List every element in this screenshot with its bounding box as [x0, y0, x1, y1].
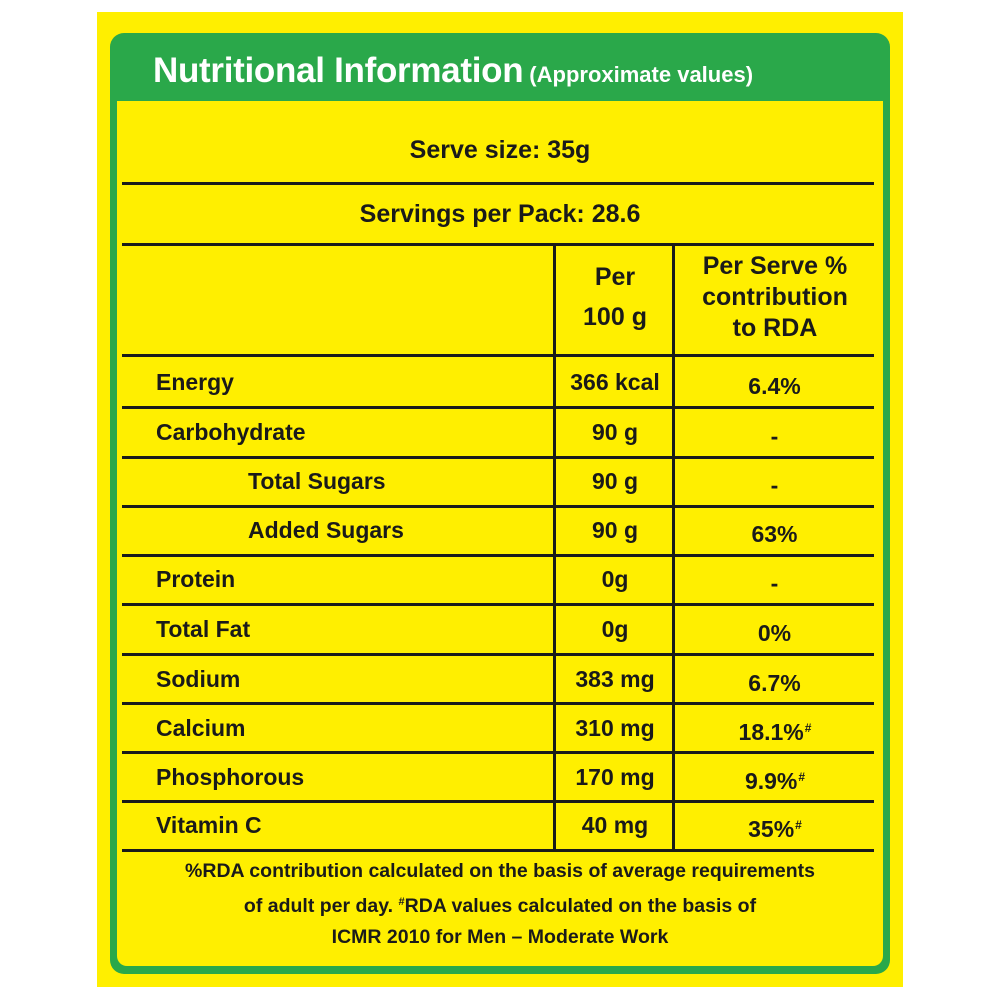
column-header-rda-line1: Per Serve %: [702, 252, 848, 280]
nutrient-rda: 6.4%: [676, 357, 874, 407]
divider-line: [122, 456, 874, 459]
nutrient-rda: 18.1%#: [676, 703, 874, 753]
column-divider: [553, 245, 556, 850]
nutrient-name: Added Sugars: [248, 517, 404, 543]
nutrient-name: Energy: [156, 369, 234, 395]
divider-line: [122, 505, 874, 508]
nutrient-per-100g: 90 g: [591, 419, 639, 445]
title-text: Nutritional Information: [153, 51, 524, 90]
column-header-rda-line2: contribution: [702, 283, 848, 311]
nutrient-name: Total Fat: [156, 616, 251, 642]
nutrient-name: Sodium: [156, 666, 241, 692]
column-header-per-100g-line2: 100 g: [583, 303, 647, 331]
divider-line: [122, 653, 874, 656]
divider-line: [122, 849, 874, 852]
nutrient-name: Protein: [156, 566, 236, 592]
nutrient-rda: 35%#: [676, 800, 874, 850]
rda-mark: #: [795, 818, 802, 832]
nutrient-per-100g: 310 mg: [575, 715, 655, 741]
footnote-mark: #: [398, 896, 405, 908]
rda-value: -: [770, 570, 779, 596]
nutrient-name: Carbohydrate: [156, 419, 306, 445]
nutrient-rda: 63%: [676, 505, 874, 555]
nutrient-name: Vitamin C: [156, 812, 262, 838]
footnote-line: ICMR 2010 for Men – Moderate Work: [331, 926, 669, 948]
nutrient-name: Calcium: [156, 715, 246, 741]
rda-value: 6.4%: [748, 373, 801, 399]
nutrient-name: Phosphorous: [156, 764, 305, 790]
column-header-per-100g: Per 100 g: [557, 257, 673, 337]
column-divider: [672, 245, 675, 850]
divider-line: [122, 182, 874, 185]
nutrient-name: Total Sugars: [248, 468, 386, 494]
footnote-line: of adult per day. #RDA values calculated…: [117, 887, 883, 922]
nutrient-per-100g: 0g: [601, 566, 629, 592]
column-header-per-100g-line1: Per: [594, 263, 636, 291]
nutrient-per-100g: 0g: [601, 616, 629, 642]
rda-value: 0%: [757, 620, 792, 646]
footnote-text: of adult per day.: [243, 895, 394, 917]
rda-value: -: [770, 423, 779, 449]
rda-value: 35%: [748, 816, 795, 842]
label-title: Nutritional Information (Approximate valu…: [153, 44, 753, 98]
column-header-rda: Per Serve % contribution to RDA: [676, 251, 874, 344]
nutrient-rda: -: [676, 554, 874, 604]
nutrient-per-100g: 170 mg: [575, 764, 655, 790]
footnote: %RDA contribution calculated on the basi…: [117, 856, 883, 953]
rda-mark: #: [804, 721, 812, 735]
divider-line: [122, 751, 874, 754]
nutrient-rda: 6.7%: [676, 654, 874, 704]
rda-mark: #: [798, 770, 806, 784]
title-note: (Approximate values): [529, 62, 754, 87]
rda-value: 63%: [751, 521, 798, 547]
divider-line: [122, 243, 874, 246]
footnote-line: %RDA contribution calculated on the basi…: [185, 860, 815, 882]
nutrient-rda: 9.9%#: [676, 752, 874, 802]
rda-value: -: [770, 472, 779, 498]
divider-line: [122, 800, 874, 803]
nutrient-per-100g: 90 g: [591, 468, 639, 494]
serve-size: Serve size: 35g: [409, 136, 591, 164]
divider-line: [122, 354, 874, 357]
column-header-rda-line3: to RDA: [732, 314, 818, 342]
divider-line: [122, 603, 874, 606]
nutrient-per-100g: 383 mg: [575, 666, 655, 692]
nutrient-per-100g: 40 mg: [581, 812, 649, 838]
nutrient-rda: -: [676, 456, 874, 506]
divider-line: [122, 406, 874, 409]
divider-line: [122, 702, 874, 705]
nutrient-per-100g: 366 kcal: [570, 369, 660, 395]
rda-value: 9.9%: [744, 768, 798, 794]
rda-value: 6.7%: [748, 670, 801, 696]
divider-line: [122, 554, 874, 557]
servings-per-pack: Servings per Pack: 28.6: [359, 200, 641, 228]
footnote-text: RDA values calculated on the basis of: [404, 895, 757, 917]
rda-value: 18.1%: [738, 719, 804, 745]
nutrient-rda: 0%: [676, 604, 874, 654]
nutrient-rda: -: [676, 407, 874, 457]
nutrient-per-100g: 90 g: [591, 517, 639, 543]
